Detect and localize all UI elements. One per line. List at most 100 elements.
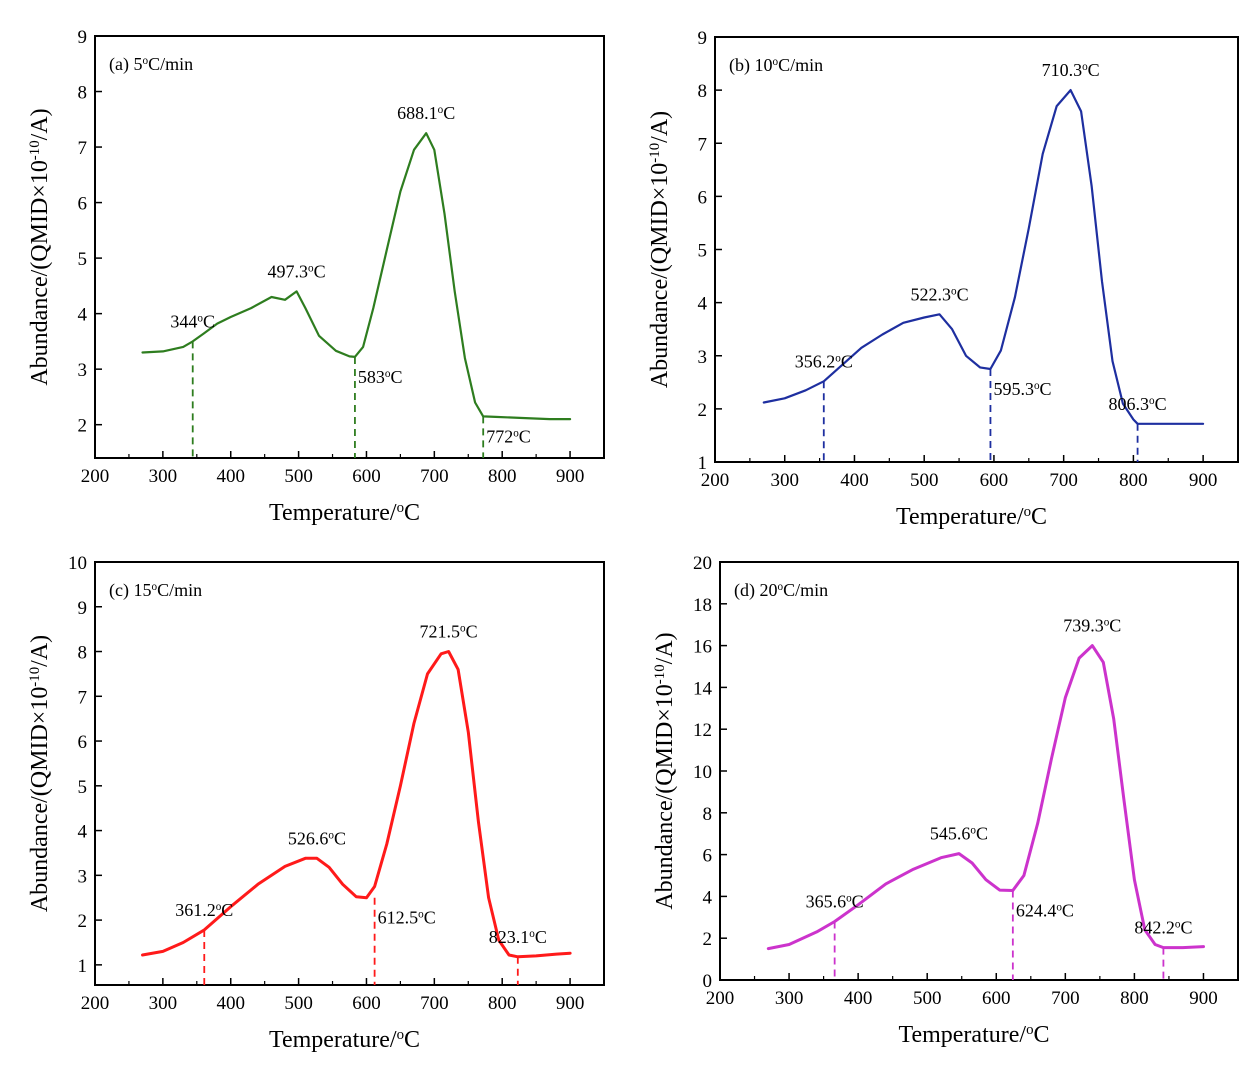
x-tick-label: 200	[81, 993, 110, 1014]
annotation-label: 823.1oC	[489, 927, 547, 947]
panel-label: (c) 15oC/min	[109, 580, 202, 601]
x-tick-label: 600	[352, 993, 381, 1014]
x-tick-label: 200	[81, 466, 110, 487]
y-axis-label: Abundance/(QMID×10-10/A)	[652, 632, 678, 909]
annotation-label: 356.2oC	[795, 351, 853, 371]
y-tick-label: 3	[698, 347, 708, 368]
x-axis-label: Temperature/oC	[269, 1027, 420, 1053]
panel-label: (a) 5oC/min	[109, 54, 193, 75]
y-tick-label: 5	[78, 249, 88, 270]
x-tick-label: 300	[770, 470, 799, 491]
y-tick-label: 3	[78, 866, 88, 887]
y-tick-label: 10	[693, 762, 712, 783]
annotation-label: 842.2oC	[1134, 918, 1192, 938]
x-axis-label: Temperature/oC	[898, 1022, 1049, 1048]
x-tick-label: 500	[284, 466, 313, 487]
x-tick-label: 900	[556, 466, 585, 487]
y-tick-label: 9	[78, 27, 88, 48]
annotation-label: 497.3oC	[268, 261, 326, 281]
y-tick-label: 20	[693, 553, 712, 574]
chart-panel-1: 200 300 400 500 600 700 800 900 2 3 4 5 6 7 8 9 Temperat…	[27, 27, 605, 526]
x-tick-label: 800	[1120, 988, 1149, 1009]
x-tick-label: 500	[913, 988, 942, 1009]
x-tick-label: 800	[488, 993, 517, 1014]
x-tick-label: 200	[706, 988, 735, 1009]
y-tick-label: 4	[78, 822, 88, 843]
annotation-label: 806.3oC	[1109, 394, 1167, 414]
annotation-label: 624.4oC	[1016, 901, 1074, 921]
y-axis-label: Abundance/(QMID×10-10/A)	[27, 108, 53, 385]
x-tick-label: 600	[980, 470, 1009, 491]
x-tick-label: 900	[1189, 988, 1218, 1009]
x-tick-label: 200	[701, 470, 730, 491]
x-tick-label: 300	[149, 993, 178, 1014]
y-tick-label: 9	[698, 28, 708, 49]
y-tick-label: 4	[698, 294, 708, 315]
x-tick-label: 300	[775, 988, 804, 1009]
annotation-label: 595.3oC	[993, 379, 1051, 399]
y-tick-label: 2	[703, 929, 713, 950]
annotation-label: 365.6oC	[806, 891, 864, 911]
y-tick-label: 5	[78, 777, 88, 798]
annotation-label: 721.5oC	[420, 622, 478, 642]
y-tick-label: 0	[703, 971, 713, 992]
y-tick-label: 1	[698, 453, 708, 474]
annotation-label: 612.5oC	[378, 908, 436, 928]
x-tick-label: 700	[420, 466, 449, 487]
y-tick-label: 7	[78, 138, 88, 159]
y-tick-label: 6	[78, 732, 88, 753]
x-tick-label: 400	[840, 470, 869, 491]
x-axis-label: Temperature/oC	[269, 500, 420, 526]
y-tick-label: 5	[698, 241, 708, 262]
plot-frame	[94, 561, 605, 986]
plot-frame	[94, 35, 605, 459]
x-tick-label: 400	[216, 993, 245, 1014]
y-tick-label: 7	[698, 134, 708, 155]
y-tick-label: 6	[78, 194, 88, 215]
x-tick-label: 400	[844, 988, 873, 1009]
annotation-label: 545.6oC	[930, 824, 988, 844]
series-line	[141, 650, 572, 959]
panel-label: (d) 20oC/min	[734, 580, 828, 601]
x-tick-label: 800	[1119, 470, 1148, 491]
x-tick-label: 700	[420, 993, 449, 1014]
y-tick-label: 4	[78, 305, 88, 326]
x-tick-label: 500	[284, 993, 313, 1014]
chart-panel-2: 200 300 400 500 600 700 800 900 1 2 3 4 5 6 7 8 9 Tempera…	[647, 28, 1239, 530]
y-tick-label: 6	[703, 846, 713, 867]
series-line	[762, 89, 1205, 425]
series-line	[766, 644, 1205, 951]
chart-panel-3: 200 300 400 500 600 700 800 900 1 2 3 4 5 6 7 8 9 10 Tempe…	[27, 553, 605, 1053]
y-tick-label: 6	[698, 187, 708, 208]
x-tick-label: 800	[488, 466, 517, 487]
x-tick-label: 600	[982, 988, 1011, 1009]
y-tick-label: 8	[78, 643, 88, 664]
y-tick-label: 10	[68, 553, 87, 574]
y-axis-label: Abundance/(QMID×10-10/A)	[647, 111, 673, 388]
annotation-label: 710.3oC	[1042, 60, 1100, 80]
x-tick-label: 900	[556, 993, 585, 1014]
y-tick-label: 18	[693, 595, 712, 616]
y-tick-label: 1	[78, 956, 88, 977]
annotation-label: 526.6oC	[288, 828, 346, 848]
y-tick-label: 12	[693, 720, 712, 741]
x-tick-label: 400	[216, 466, 245, 487]
x-tick-label: 600	[352, 466, 381, 487]
annotation-label: 522.3oC	[910, 284, 968, 304]
y-tick-label: 8	[78, 83, 88, 104]
y-tick-label: 2	[78, 416, 88, 437]
series-line	[141, 132, 572, 421]
y-tick-label: 2	[698, 400, 708, 421]
y-tick-label: 8	[698, 81, 708, 102]
y-tick-label: 16	[693, 637, 712, 658]
y-tick-label: 14	[693, 678, 713, 699]
y-tick-label: 7	[78, 687, 88, 708]
y-tick-label: 3	[78, 360, 88, 381]
y-axis-label: Abundance/(QMID×10-10/A)	[27, 635, 53, 912]
y-tick-label: 8	[703, 804, 713, 825]
y-tick-label: 4	[703, 887, 713, 908]
annotation-label: 688.1oC	[397, 103, 455, 123]
x-tick-label: 500	[910, 470, 939, 491]
y-tick-label: 9	[78, 598, 88, 619]
